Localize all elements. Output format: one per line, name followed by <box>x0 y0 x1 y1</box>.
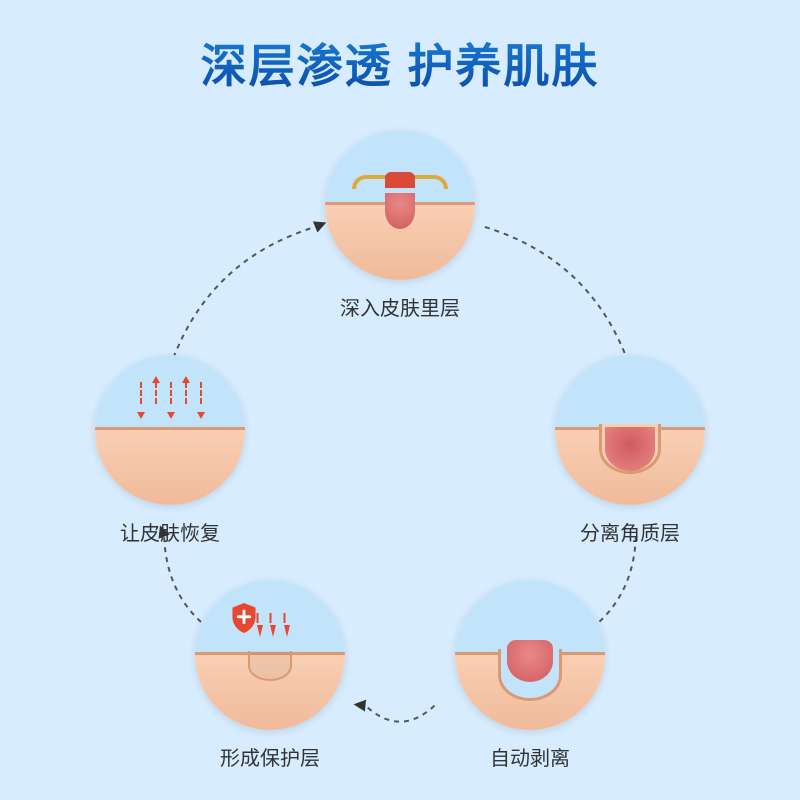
cycle-node-step1: 深入皮肤里层 <box>325 130 475 321</box>
node-illustration <box>95 355 245 505</box>
node-label: 深入皮肤里层 <box>340 292 460 321</box>
node-label: 形成保护层 <box>220 742 320 771</box>
node-label: 让皮肤恢复 <box>120 517 220 546</box>
cycle-node-step4: 形成保护层 <box>195 580 345 771</box>
cycle-node-step5: 让皮肤恢复 <box>95 355 245 546</box>
node-illustration <box>455 580 605 730</box>
node-label: 自动剥离 <box>490 742 570 771</box>
cycle-diagram: 深入皮肤里层分离角质层自动剥离 形成保护层 让皮肤恢复 <box>0 0 800 800</box>
node-label: 分离角质层 <box>580 517 680 546</box>
node-illustration <box>555 355 705 505</box>
cycle-node-step3: 自动剥离 <box>455 580 605 771</box>
cycle-node-step2: 分离角质层 <box>555 355 705 546</box>
node-illustration <box>195 580 345 730</box>
node-illustration <box>325 130 475 280</box>
